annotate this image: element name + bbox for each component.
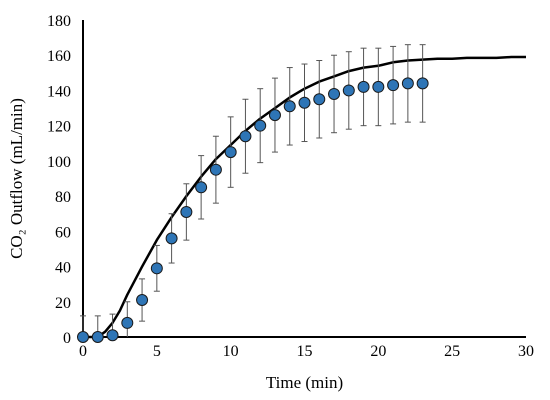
data-point [283,100,296,113]
y-tick-label: 160 [47,48,71,65]
x-tick-label: 25 [444,343,460,360]
data-point [401,77,414,90]
x-tick-label: 10 [223,343,239,360]
data-point [254,119,267,132]
data-point [209,163,222,176]
y-tick-label: 40 [55,260,71,277]
x-tick-label: 15 [297,343,313,360]
y-tick-label: 60 [55,224,71,241]
x-tick-label: 20 [370,343,386,360]
data-point [224,146,237,159]
x-axis-title: Time (min) [266,373,343,392]
plot-marks [77,44,526,343]
x-tick-labels: 0 5 10 15 20 25 30 [79,343,534,360]
y-axis-title: CO₂ Outflow (mL/min) [7,98,26,259]
x-tick-label: 30 [518,343,534,360]
y-tick-labels: 0 20 40 60 80 100 120 140 160 180 [47,13,71,347]
data-point [372,80,385,93]
data-point [77,331,89,343]
y-tick-label: 80 [55,189,71,206]
data-point [268,109,281,122]
data-point [416,77,429,90]
axes [82,20,526,338]
data-point [121,316,134,329]
x-tick-label: 5 [153,343,161,360]
data-point [165,232,178,245]
data-point [239,130,252,143]
data-point [357,80,370,93]
data-point [195,181,208,194]
y-tick-label: 180 [47,13,71,30]
x-tick-label: 0 [79,343,87,360]
data-point [298,96,311,109]
y-tick-label: 120 [47,119,71,136]
data-point [106,329,119,342]
y-tick-label: 100 [47,154,71,171]
data-points [77,77,429,343]
data-point [328,87,341,100]
y-tick-label: 20 [55,295,71,312]
y-tick-label: 140 [47,83,71,100]
data-point [387,79,400,92]
data-point [313,93,326,106]
data-point [136,294,149,307]
data-point [150,262,163,275]
data-point [180,205,193,218]
data-point [91,331,104,343]
y-tick-label: 0 [63,330,71,347]
data-point [342,84,355,97]
